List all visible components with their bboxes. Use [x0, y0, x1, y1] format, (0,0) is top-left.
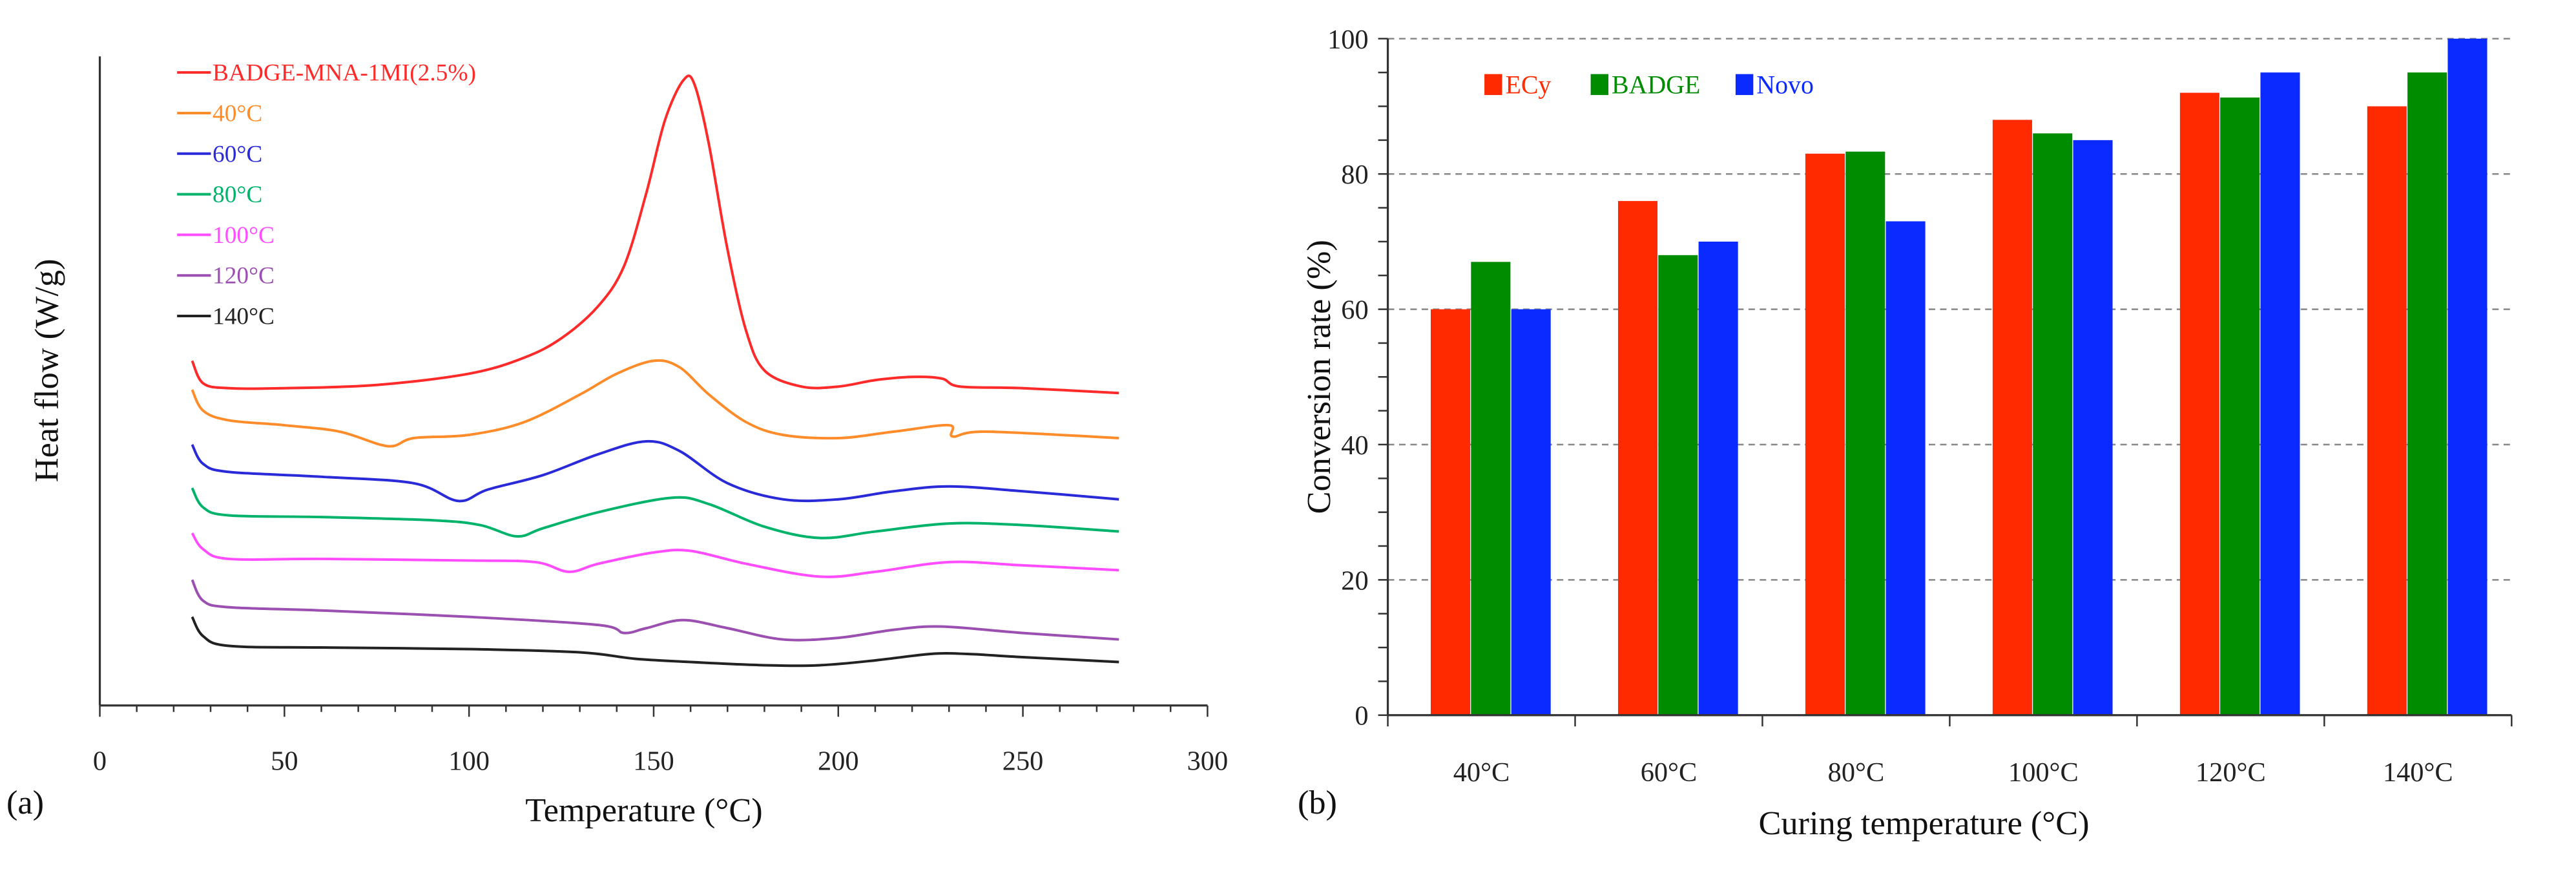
legend-swatch [1590, 74, 1609, 96]
b-y-tick-label: 20 [1341, 565, 1368, 596]
dsc-curve [191, 74, 1119, 395]
b-grid [1387, 37, 2512, 581]
a-x-tick-label: 0 [93, 746, 107, 776]
bar-novo [1885, 221, 1926, 715]
b-x-tick-label: 40°C [1453, 757, 1510, 788]
bar-ecy [1805, 153, 1845, 715]
bar-novo [2073, 140, 2113, 715]
bar-novo [1511, 309, 1551, 715]
a-x-tick-label: 300 [1187, 746, 1229, 776]
bar-badge [1471, 262, 1511, 715]
a-x-ticks: 0 50 100 150 200 250 300 [93, 705, 1229, 776]
a-panel-label: (a) [6, 784, 44, 821]
legend-label: 140°C [213, 304, 275, 330]
b-y-tick-label: 60 [1341, 295, 1368, 326]
b-x-tick-label: 100°C [2008, 757, 2079, 788]
bar-badge [2407, 72, 2447, 715]
b-y-tick-label: 100 [1327, 25, 1369, 55]
b-y-tick-label: 80 [1341, 160, 1368, 190]
legend-label: 100°C [213, 222, 275, 249]
legend-label: 120°C [213, 263, 275, 289]
legend-label: 80°C [213, 182, 262, 208]
b-y-axis-label: Conversion rate (%) [1300, 240, 1338, 514]
a-curves [191, 74, 1119, 668]
b-x-tick-label: 60°C [1641, 757, 1698, 788]
bar-ecy [2179, 92, 2219, 715]
a-x-axis-label: Temperature (°C) [525, 792, 762, 829]
a-y-axis-label: Heat flow (W/g) [28, 258, 66, 482]
legend-label: BADGE-MNA-1MI(2.5%) [213, 60, 476, 87]
legend-label: ECy [1505, 70, 1551, 100]
a-x-tick-label: 200 [818, 746, 859, 776]
legend-label: 40°C [213, 100, 262, 127]
b-x-tick-label: 140°C [2383, 757, 2453, 788]
bar-badge [1845, 151, 1885, 715]
b-x-tick-label: 80°C [1828, 757, 1885, 788]
dsc-curve [191, 616, 1119, 668]
dsc-curve [191, 439, 1119, 503]
legend-swatch [1484, 74, 1502, 96]
a-x-tick-label: 50 [271, 746, 298, 776]
dsc-curve [191, 487, 1119, 540]
bar-ecy [1617, 201, 1658, 715]
b-y-tick-label: 40 [1341, 430, 1368, 461]
heat-flow-chart: 0 50 100 150 200 250 300 BADGE-MNA-1MI(2.5%) 40… [6, 56, 1228, 829]
a-legend: BADGE-MNA-1MI(2.5%) 40°C 60°C 80°C 100°C 120°… [177, 60, 476, 330]
b-bars [1431, 38, 2488, 715]
a-x-tick-label: 100 [448, 746, 490, 776]
b-ticks: 0 20 40 60 80 100 40°C 60°C 80°C 100°C 120°C 140°C [1327, 25, 2513, 788]
dsc-curve [191, 532, 1119, 578]
a-x-tick-label: 150 [633, 746, 674, 776]
b-y-tick-label: 0 [1355, 701, 1368, 731]
bar-ecy [1431, 309, 1471, 715]
bar-ecy [2367, 106, 2407, 715]
legend-label: Novo [1756, 70, 1814, 100]
b-x-axis-label: Curing temperature (°C) [1759, 805, 2090, 842]
legend-label: 60°C [213, 141, 262, 167]
b-panel-label: (b) [1298, 784, 1337, 821]
a-x-tick-label: 250 [1002, 746, 1044, 776]
b-legend: ECy BADGE Novo [1484, 70, 1814, 100]
bar-novo [2447, 38, 2488, 715]
dsc-curve [191, 359, 1119, 448]
dsc-curve [191, 579, 1119, 642]
legend-swatch [1735, 74, 1754, 96]
b-x-tick-label: 120°C [2196, 757, 2266, 788]
bar-badge [2220, 97, 2260, 715]
bar-badge [2033, 133, 2073, 715]
legend-label: BADGE [1612, 70, 1700, 100]
bar-ecy [1992, 120, 2032, 715]
bar-badge [1658, 255, 1698, 715]
bar-novo [1698, 241, 1738, 715]
bar-novo [2260, 72, 2300, 715]
